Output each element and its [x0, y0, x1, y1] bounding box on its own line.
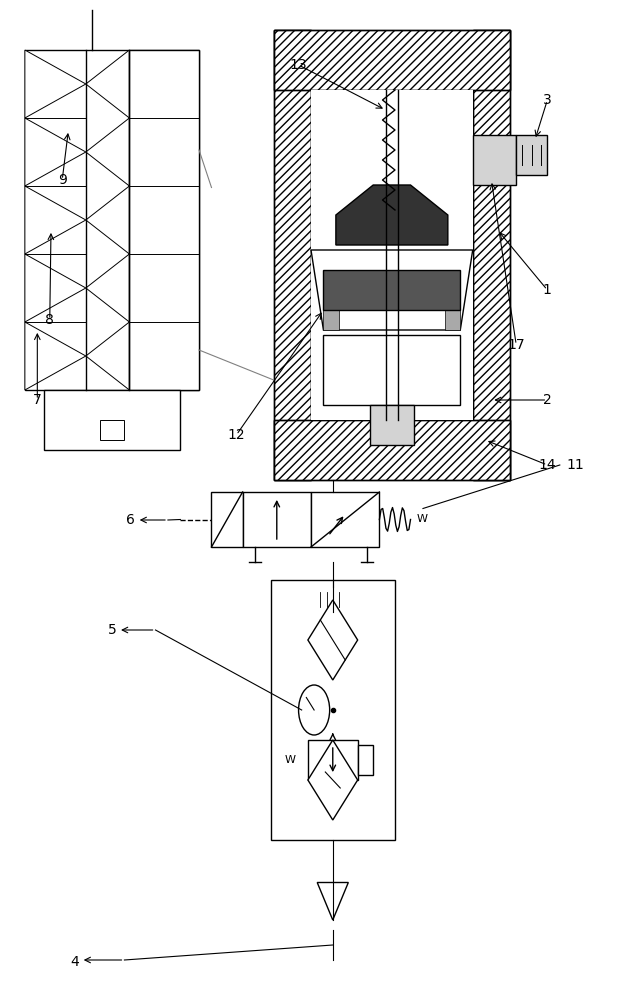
- Polygon shape: [86, 186, 129, 254]
- Bar: [274, 30, 311, 480]
- Bar: [516, 135, 547, 175]
- Bar: [311, 90, 473, 420]
- Bar: [311, 492, 379, 547]
- Bar: [445, 310, 460, 330]
- Bar: [473, 30, 510, 480]
- Bar: [323, 335, 460, 405]
- Bar: [44, 390, 180, 450]
- Polygon shape: [311, 250, 473, 330]
- Text: W: W: [417, 514, 428, 524]
- Text: 9: 9: [58, 173, 67, 187]
- Circle shape: [299, 685, 330, 735]
- Polygon shape: [25, 118, 86, 186]
- Bar: [243, 492, 311, 547]
- Polygon shape: [25, 322, 86, 390]
- Polygon shape: [308, 740, 358, 820]
- Bar: [358, 745, 373, 775]
- Polygon shape: [25, 50, 86, 118]
- Bar: [274, 30, 311, 480]
- Text: 7: 7: [33, 393, 42, 407]
- Polygon shape: [336, 185, 448, 245]
- Bar: [271, 580, 395, 840]
- Bar: [129, 50, 199, 390]
- Text: 4: 4: [70, 955, 79, 969]
- Text: 1: 1: [543, 283, 552, 297]
- Polygon shape: [86, 50, 129, 118]
- Text: 11: 11: [566, 458, 584, 472]
- Bar: [317, 587, 348, 612]
- Polygon shape: [86, 118, 129, 186]
- Text: 2: 2: [543, 393, 552, 407]
- Text: 3: 3: [543, 93, 552, 107]
- Polygon shape: [86, 254, 129, 322]
- Text: 14: 14: [539, 458, 556, 472]
- Bar: [473, 135, 516, 185]
- Bar: [274, 30, 510, 90]
- Bar: [308, 740, 358, 780]
- Bar: [274, 30, 510, 90]
- Bar: [370, 405, 414, 445]
- Text: 17: 17: [508, 338, 525, 352]
- Bar: [211, 492, 243, 547]
- Text: 12: 12: [228, 428, 245, 442]
- Text: 5: 5: [108, 623, 116, 637]
- Bar: [274, 420, 510, 480]
- Text: 13: 13: [290, 58, 307, 72]
- Text: 8: 8: [45, 313, 54, 327]
- Polygon shape: [317, 882, 348, 920]
- Bar: [274, 420, 510, 480]
- Bar: [323, 310, 339, 330]
- Text: W: W: [284, 755, 295, 765]
- Polygon shape: [25, 254, 86, 322]
- Bar: [473, 30, 510, 480]
- Polygon shape: [25, 186, 86, 254]
- Text: 6: 6: [126, 513, 135, 527]
- Polygon shape: [86, 322, 129, 390]
- Polygon shape: [308, 600, 358, 680]
- Bar: [25, 50, 199, 390]
- Bar: [100, 420, 124, 440]
- Polygon shape: [323, 270, 460, 310]
